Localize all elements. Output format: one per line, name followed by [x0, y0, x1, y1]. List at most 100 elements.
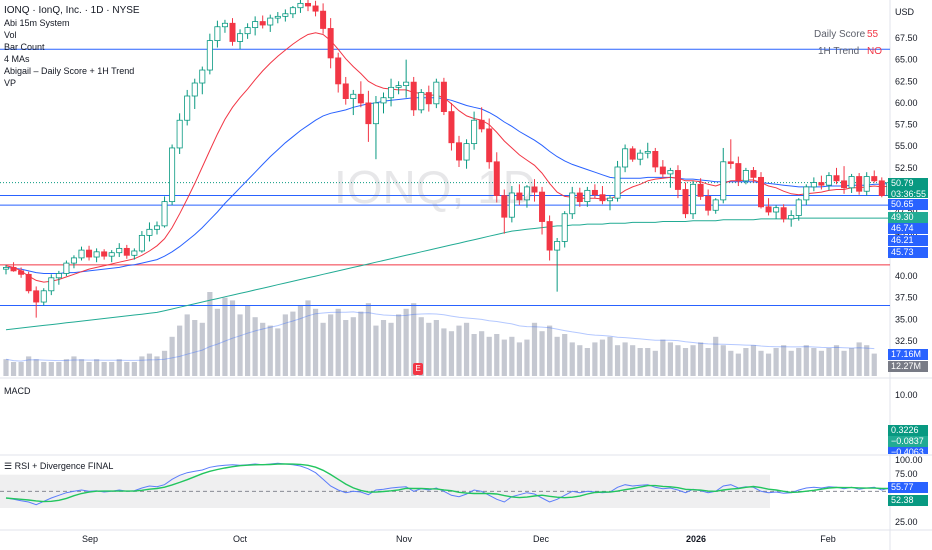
volume-bar — [56, 362, 62, 376]
macd-badge-3: −0.4063 — [888, 447, 928, 454]
candle-body — [403, 81, 410, 87]
indicator-daily-score[interactable]: Abigail – Daily Score + 1H Trend — [4, 66, 135, 76]
volume-bar — [569, 342, 575, 376]
candle-body — [780, 207, 787, 220]
volume-bar — [758, 350, 764, 376]
volume-bar — [547, 325, 553, 376]
candle-body — [455, 142, 462, 161]
indicator-4-mas[interactable]: 4 MAs — [4, 54, 30, 64]
candle-body — [335, 57, 342, 85]
volume-bar — [26, 356, 32, 376]
volume-bar — [516, 342, 522, 376]
candle-body — [312, 5, 319, 12]
ma-badge-2: 49.30 — [888, 212, 928, 223]
volume-bar — [456, 325, 462, 376]
earnings-icon[interactable]: E — [413, 363, 423, 375]
ma-fast-line — [5, 32, 890, 283]
volume-bar — [245, 306, 251, 376]
price-tick-label: 40.00 — [895, 271, 918, 281]
rsi-signal-line — [5, 463, 890, 503]
price-tick-label: 62.50 — [895, 76, 918, 86]
volume-bar — [101, 362, 107, 376]
volume-bar — [10, 362, 17, 376]
candle-body — [388, 86, 395, 99]
daily-score-value: 55 — [867, 29, 879, 40]
volume-bar — [418, 317, 424, 376]
indicator-bar-count[interactable]: Bar Count — [4, 42, 45, 52]
volume-bar — [78, 359, 85, 376]
candle-body — [410, 81, 417, 111]
candle-body — [372, 102, 379, 125]
volume-bar — [275, 328, 281, 376]
volume-bar — [592, 342, 598, 376]
candle-body — [856, 176, 863, 192]
candle-body — [342, 83, 349, 100]
volume-bar — [109, 362, 115, 376]
candle-body — [667, 170, 674, 175]
candle-body — [55, 273, 62, 279]
indicator-vol[interactable]: Vol — [4, 30, 17, 40]
candle-body — [289, 7, 296, 15]
volume-bar — [818, 350, 824, 376]
candle-body — [810, 182, 817, 188]
volume-bar — [71, 356, 77, 376]
macd-title[interactable]: MACD — [4, 386, 31, 396]
candle-body — [169, 147, 176, 203]
candle-body — [705, 196, 712, 211]
candle-body — [161, 201, 168, 227]
volume-bar — [403, 308, 409, 376]
volume-bar — [486, 336, 492, 376]
volume-bar — [803, 345, 809, 376]
candle-body — [48, 277, 55, 292]
candle-body — [380, 97, 387, 104]
candle-body — [576, 192, 583, 203]
candle-body — [569, 192, 576, 215]
candle-body — [825, 175, 832, 186]
trend-value: NO — [867, 46, 882, 57]
volume-bar — [463, 322, 470, 376]
candle-body — [614, 166, 621, 199]
ma-badge-1: 50.65 — [888, 199, 928, 210]
volume-bar — [131, 362, 137, 376]
volume-bar — [705, 348, 711, 376]
volume-bar — [796, 348, 802, 376]
volume-bar — [290, 311, 296, 376]
candle-body — [720, 161, 727, 201]
volume-bar — [312, 308, 319, 376]
candle-body — [304, 2, 311, 7]
candle-body — [221, 22, 228, 28]
volume-ma-line — [5, 311, 875, 362]
candle-body — [199, 69, 206, 84]
rsi-title[interactable]: ☰ RSI + Divergence FINAL — [4, 461, 113, 472]
currency-label[interactable]: USD — [895, 7, 915, 17]
volume-bar — [343, 320, 349, 376]
rsi-tick-100: 100.00 — [895, 455, 923, 465]
indicator-vp[interactable]: VP — [4, 78, 17, 88]
candle-body — [259, 21, 266, 26]
last-price-badge[interactable]: 50.79 03:36:55 — [888, 178, 928, 199]
rsi-badge-2: 52.38 — [888, 495, 928, 506]
volume-bar — [222, 297, 228, 376]
indicator-abi-15m[interactable]: Abi 15m System — [4, 18, 70, 28]
volume-bar — [48, 362, 54, 376]
volume-bar — [305, 300, 311, 376]
candle-body — [622, 148, 629, 168]
price-tick-label: 65.00 — [895, 55, 918, 65]
candle-body — [123, 247, 130, 256]
volume-bar — [33, 359, 39, 376]
volume-bar — [448, 331, 455, 376]
volume-bar — [856, 342, 862, 376]
candle-body — [327, 28, 334, 59]
candle-body — [237, 33, 244, 42]
macd-badge-1: 0.3226 — [888, 425, 928, 436]
candle-body — [803, 186, 810, 201]
macd-badge-2: −0.0837 — [888, 436, 928, 447]
volume-bar — [297, 306, 304, 376]
volume-bar — [335, 308, 341, 376]
candle-body — [425, 92, 432, 105]
volume-bar — [607, 336, 613, 376]
price-tick-label: 52.50 — [895, 163, 918, 173]
candle-body — [191, 82, 198, 97]
candle-body — [833, 175, 840, 182]
